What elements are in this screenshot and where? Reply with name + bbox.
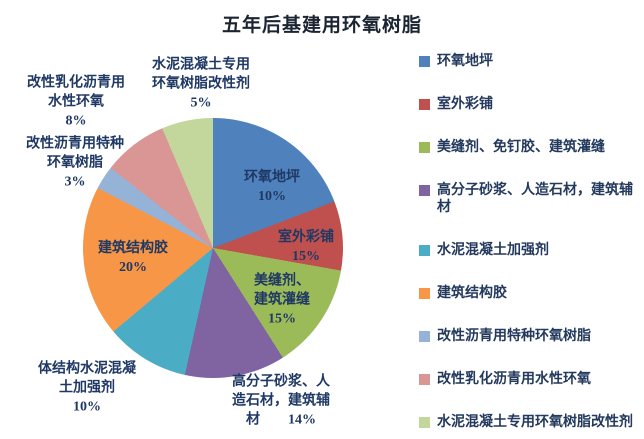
- pie-slice-label: 体结构水泥混凝 土加强剂 10%: [38, 361, 136, 415]
- legend-swatch-icon: [419, 142, 430, 153]
- chart-title: 五年后基建用环氧树脂: [221, 15, 422, 36]
- legend-swatch-icon: [419, 99, 430, 110]
- legend-swatch-icon: [419, 56, 430, 67]
- legend-swatch-icon: [419, 185, 430, 196]
- pie-chart: [83, 118, 343, 378]
- legend-swatch-icon: [419, 331, 430, 342]
- legend-item: 水泥混凝土加强剂: [419, 242, 639, 259]
- legend-label: 美缝剂、免钉胶、建筑灌缝: [437, 140, 605, 155]
- pie-slice-label: 环氧地坪 10%: [244, 170, 300, 204]
- legend-label: 改性乳化沥青用水性环氧: [437, 372, 591, 387]
- pie-slice-label: 美缝剂、 建筑灌缝 15%: [254, 273, 310, 327]
- legend-label: 水泥混凝土专用环氧树脂改性剂: [437, 415, 633, 430]
- legend-label: 环氧地坪: [437, 54, 493, 69]
- pie-slice-label: 水泥混凝土专用 环氧树脂改性剂 5%: [152, 57, 250, 111]
- legend-label: 水泥混凝土加强剂: [437, 243, 549, 258]
- legend-label: 室外彩铺: [437, 97, 493, 112]
- legend-item: 改性沥青用特种环氧树脂: [419, 328, 639, 345]
- legend: 环氧地坪室外彩铺美缝剂、免钉胶、建筑灌缝高分子砂浆、人造石材，建筑辅材水泥混凝土…: [419, 53, 639, 431]
- pie-slice-label: 改性沥青用特种 环氧树脂 3%: [26, 136, 124, 190]
- legend-label: 高分子砂浆、人造石材，建筑辅材: [437, 183, 633, 215]
- legend-item: 建筑结构胶: [419, 285, 639, 302]
- pie-slice-label: 建筑结构胶 20%: [98, 241, 168, 275]
- legend-item: 室外彩铺: [419, 96, 639, 113]
- legend-item: 美缝剂、免钉胶、建筑灌缝: [419, 139, 639, 156]
- legend-item: 水泥混凝土专用环氧树脂改性剂: [419, 414, 639, 431]
- legend-item: 改性乳化沥青用水性环氧: [419, 371, 639, 388]
- legend-item: 高分子砂浆、人造石材，建筑辅材: [419, 182, 639, 216]
- legend-swatch-icon: [419, 288, 430, 299]
- legend-swatch-icon: [419, 245, 430, 256]
- legend-label: 改性沥青用特种环氧树脂: [437, 329, 591, 344]
- legend-swatch-icon: [419, 374, 430, 385]
- legend-swatch-icon: [419, 417, 430, 428]
- legend-item: 环氧地坪: [419, 53, 639, 70]
- pie-slice-label: 高分子砂浆、人 造石材，建筑辅材 14%: [232, 374, 330, 428]
- pie-slice-label: 改性乳化沥青用 水性环氧 8%: [27, 75, 125, 129]
- legend-label: 建筑结构胶: [437, 286, 507, 301]
- pie-slice-label: 室外彩铺 15%: [278, 230, 334, 264]
